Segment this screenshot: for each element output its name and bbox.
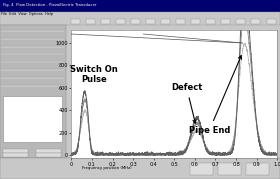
Bar xyxy=(190,163,213,175)
Bar xyxy=(251,19,260,24)
Bar xyxy=(206,19,215,24)
Bar xyxy=(267,19,276,24)
Bar xyxy=(161,19,170,24)
Bar xyxy=(86,19,95,24)
Bar xyxy=(3,153,28,157)
Bar xyxy=(36,149,61,153)
Bar xyxy=(146,19,155,24)
Bar xyxy=(101,19,110,24)
Text: Defect: Defect xyxy=(171,83,202,123)
Text: Switch On
Pulse: Switch On Pulse xyxy=(70,65,118,84)
Bar xyxy=(221,19,230,24)
Bar xyxy=(191,19,200,24)
Text: File  Edit  View  Options  Help: File Edit View Options Help xyxy=(1,12,53,16)
Text: Pipe End: Pipe End xyxy=(189,56,241,135)
Bar xyxy=(116,19,125,24)
Bar xyxy=(71,19,80,24)
Bar xyxy=(236,19,245,24)
Bar xyxy=(3,149,28,153)
Bar xyxy=(36,153,61,157)
Bar xyxy=(131,19,140,24)
Bar xyxy=(3,96,62,142)
Bar xyxy=(218,163,241,175)
Bar xyxy=(176,19,185,24)
Text: Frequency position (MHz): Frequency position (MHz) xyxy=(81,166,131,170)
Text: Fig. 4  Flaw Detection - PiezoElectric Transducer: Fig. 4 Flaw Detection - PiezoElectric Tr… xyxy=(3,3,96,7)
Bar xyxy=(246,163,269,175)
